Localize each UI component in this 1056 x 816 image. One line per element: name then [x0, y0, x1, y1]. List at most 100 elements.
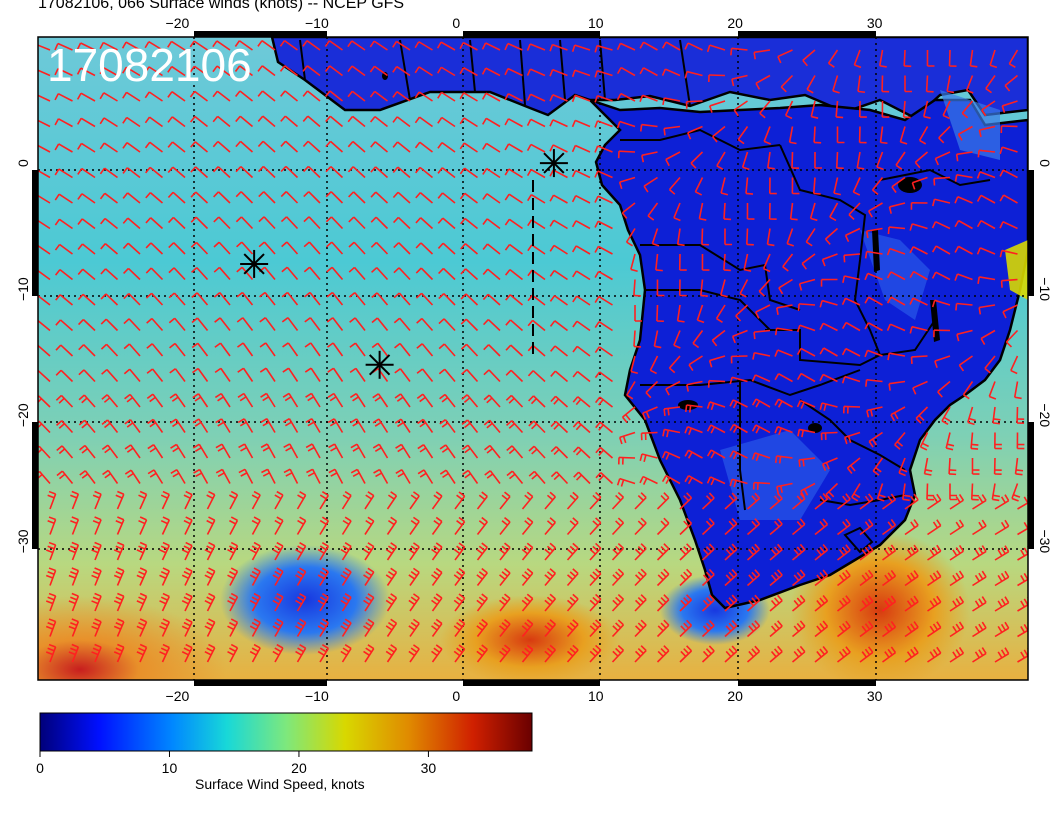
wind-barb [504, 168, 523, 179]
wind-barb [969, 49, 978, 68]
wind-barb [706, 476, 726, 486]
wind-barb [499, 644, 511, 663]
wind-barb [634, 645, 647, 663]
wind-barb [777, 49, 793, 64]
wind-barb [835, 151, 844, 170]
wind-barb [621, 406, 636, 424]
wind-barb [527, 193, 546, 204]
wind-barb [77, 167, 96, 179]
wind-barb [431, 491, 443, 510]
wind-barb [926, 49, 935, 67]
wind-barb [100, 217, 119, 230]
wind-barb [594, 346, 613, 357]
wind-barb [687, 125, 703, 140]
wind-barb [371, 342, 389, 357]
wind-barb [249, 643, 261, 663]
wind-barb [909, 325, 928, 334]
wind-barb [594, 195, 613, 204]
wind-barb [962, 381, 974, 400]
wind-barb [594, 44, 613, 53]
wind-barb [832, 75, 840, 94]
wind-barb [303, 191, 321, 204]
wind-barb [369, 40, 388, 51]
wind-barb [373, 468, 389, 484]
wind-barb [639, 123, 658, 132]
wind-barb [724, 228, 732, 246]
wind-barb [819, 347, 838, 357]
wind-barb [684, 449, 703, 459]
wind-barb [38, 395, 51, 408]
wind-barb [302, 115, 321, 128]
wind-barb [227, 618, 239, 637]
wind-barb [147, 469, 164, 484]
wind-barb [459, 66, 478, 77]
wind-barb [886, 271, 906, 281]
lat-tick-label-left: −30 [15, 529, 31, 553]
wind-barb [56, 420, 74, 434]
wind-barb [349, 317, 366, 331]
wind-barb [55, 394, 74, 408]
wind-barb [887, 352, 906, 361]
wind-barb [731, 74, 748, 87]
wind-barb [639, 94, 658, 103]
lat-tick-label-right: 0 [1037, 159, 1053, 167]
wind-barb [729, 478, 748, 488]
wind-barb [437, 167, 456, 179]
wind-barb [594, 145, 613, 153]
wind-barb [859, 595, 874, 612]
wind-barb [701, 517, 715, 536]
wind-barb [144, 91, 163, 102]
wind-barb [909, 297, 928, 306]
wind-barb [340, 644, 352, 663]
wind-barb [651, 228, 660, 247]
wind-barb [679, 568, 693, 587]
wind-barb [819, 373, 838, 383]
wind-barb [926, 483, 935, 501]
wind-barb [701, 228, 709, 246]
wind-barb [661, 41, 681, 51]
wind-barb [274, 490, 284, 510]
wind-barb [259, 317, 276, 331]
wind-barb [282, 367, 299, 382]
wind-barb [769, 594, 783, 612]
wind-barb [325, 140, 344, 153]
wind-barb [527, 269, 546, 281]
wind-barb [257, 65, 276, 77]
wind-barb [731, 329, 748, 344]
wind-barb [549, 94, 568, 102]
wind-barb [814, 518, 829, 536]
wind-barb [145, 191, 164, 204]
wind-barb [99, 192, 118, 204]
wind-barb [550, 471, 569, 485]
wind-barb [257, 140, 276, 153]
wind-barb [260, 392, 276, 408]
wind-barb [234, 40, 253, 51]
wind-barb [459, 41, 478, 51]
wind-barb [837, 518, 851, 536]
wind-barb [124, 444, 141, 459]
wind-barb [821, 457, 838, 471]
wind-barb [167, 141, 186, 153]
wind-barb [571, 69, 591, 78]
wind-barb [38, 69, 51, 77]
wind-barb [706, 424, 726, 434]
wind-barb [483, 394, 501, 408]
wind-barb [836, 126, 845, 144]
wind-barb [549, 295, 568, 306]
wind-barb [169, 418, 186, 433]
wind-barb [970, 483, 979, 501]
wind-barb [280, 140, 299, 153]
storm-marker [240, 249, 269, 278]
wind-barb [369, 65, 388, 77]
wind-barb [824, 227, 839, 245]
wind-barb [77, 142, 96, 153]
wind-barb [317, 593, 330, 612]
wind-barb [881, 100, 890, 118]
wind-barb [304, 367, 321, 382]
wind-barb [347, 90, 366, 102]
wind-barb [257, 115, 276, 128]
wind-barb [453, 567, 466, 586]
wind-barb [394, 342, 411, 357]
lon-tick-label-top: 30 [867, 15, 883, 31]
